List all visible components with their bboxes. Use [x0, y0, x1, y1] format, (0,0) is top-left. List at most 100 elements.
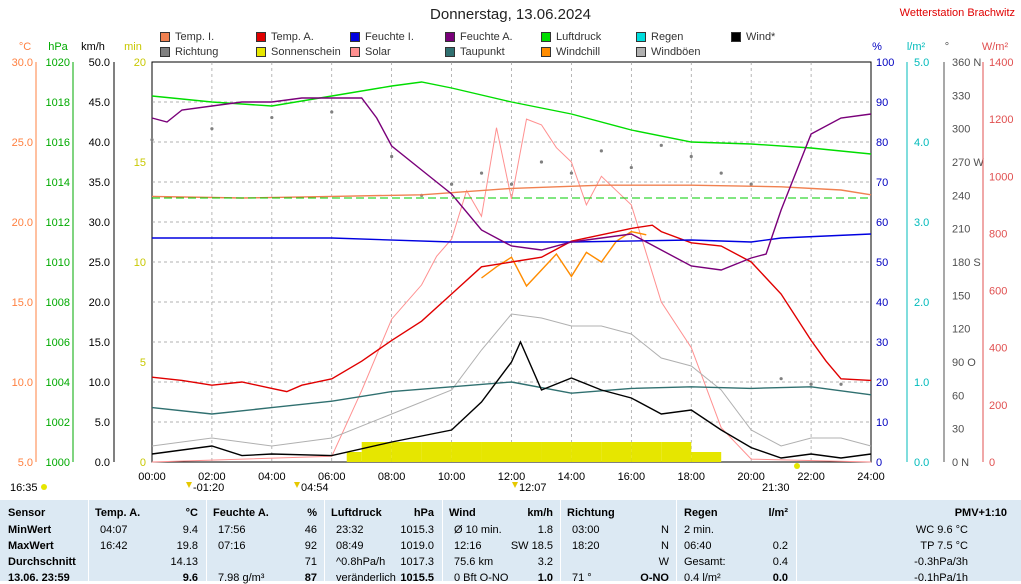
humidity-tick-label: 60: [876, 217, 888, 229]
rain-value: 0.4: [772, 556, 788, 568]
legend-item: Sonnenschein: [256, 45, 341, 59]
series-sonnenschein-bar: [481, 442, 512, 462]
time-tick-label: 22:00: [797, 471, 825, 483]
corner-dot: [41, 484, 47, 490]
series-richtung-point: [779, 377, 783, 381]
series-sonnenschein-bar: [571, 442, 602, 462]
series-temp-a-line: [151, 224, 872, 393]
pressure-tick-label: 1014: [46, 177, 70, 189]
direction-tick-label: 120: [952, 324, 970, 336]
series-sonnenschein-bar: [451, 442, 482, 462]
humidity-value: 71: [304, 556, 317, 568]
table-divider: [206, 500, 207, 581]
series-sonnenschein-bar: [541, 442, 572, 462]
wind-tick-label: 10.0: [89, 377, 110, 389]
humidity-time: 17:56: [218, 524, 246, 536]
humidity-tick-label: 30: [876, 337, 888, 349]
humidity-time: 7.98 g/m³: [218, 572, 265, 584]
sun-tick-label: 5: [140, 357, 146, 369]
sun-tick-label: 10: [134, 257, 146, 269]
header-pressure: Luftdruck: [331, 507, 382, 519]
sun-tick-label: 0: [140, 457, 146, 469]
solar-tick-label: 1400: [989, 57, 1013, 69]
sunset-marker-label: 04:54: [301, 482, 329, 494]
direction-tick-label: 270 W: [952, 157, 984, 169]
series-richtung-point: [330, 110, 334, 114]
header-pmv: PMV+1:10: [954, 507, 1007, 519]
series-richtung-point: [479, 171, 484, 175]
legend-item: Feuchte I.: [350, 30, 414, 44]
station-name: Wetterstation Brachwitz: [899, 7, 1015, 19]
wind-value: SW 18.5: [510, 540, 553, 552]
series-richtung-point: [210, 127, 214, 131]
time-tick-label: 20:00: [737, 471, 765, 483]
series-richtung-point: [270, 115, 274, 120]
series-sonnenschein-bar: [601, 442, 632, 462]
time-tick-label: 00:00: [138, 471, 166, 483]
row-label: Durchschnitt: [8, 556, 76, 568]
legend-swatch: [731, 32, 741, 42]
header-direction: Richtung: [567, 507, 615, 519]
temp-value: 14.13: [170, 556, 198, 568]
solar-tick-label: 1200: [989, 114, 1013, 126]
series-richtung-point: [509, 182, 514, 186]
legend-swatch: [445, 47, 455, 57]
series-wind-line: [151, 340, 872, 459]
noon-marker-arrow: [512, 482, 518, 488]
temp-tick-label: 30.0: [12, 57, 33, 69]
series-sonnenschein-bar: [391, 442, 422, 462]
series-richtung-point: [719, 171, 723, 175]
direction-tick-label: 60: [952, 390, 964, 402]
series-sonnenschein-bar: [346, 452, 362, 462]
header-rain-unit: l/m²: [768, 507, 788, 519]
legend-label: Temp. I.: [175, 31, 215, 43]
legend-label: Feuchte A.: [460, 31, 513, 43]
header-temp: Temp. A.: [95, 507, 141, 519]
legend-label: Regen: [651, 31, 684, 43]
header-sensor: Sensor: [8, 507, 46, 519]
series-sonnenschein-bar: [511, 442, 542, 462]
pressure-tick-label: 1004: [46, 377, 70, 389]
series-luftdruck-line: [151, 81, 872, 155]
series-sonnenschein-bar: [661, 442, 692, 462]
legend-swatch: [350, 32, 360, 42]
solar-tick-label: 0: [989, 457, 995, 469]
header-humidity-unit: %: [307, 507, 317, 519]
dusk-dot: [794, 463, 800, 469]
legend-item: Regen: [636, 30, 683, 44]
wind-tick-label: 30.0: [89, 217, 110, 229]
pressure-time: veränderlich: [336, 572, 396, 584]
legend-swatch: [636, 32, 646, 42]
solar-tick-label: 800: [989, 228, 1007, 240]
pressure-tick-label: 1000: [46, 457, 70, 469]
rain-label: Gesamt:: [684, 556, 726, 568]
legend-item: Solar: [350, 45, 391, 59]
rain-tick-label: 2.0: [914, 297, 929, 309]
series-richtung-point: [629, 165, 633, 170]
rain-axis-unit: l/m²: [907, 41, 926, 53]
temp-tick-label: 10.0: [12, 377, 33, 389]
time-tick-label: 18:00: [677, 471, 705, 483]
pressure-time: 08:49: [336, 540, 364, 552]
direction-tick-label: 300: [952, 124, 970, 136]
wind-tick-label: 15.0: [89, 337, 110, 349]
header-humidity: Feuchte A.: [213, 507, 269, 519]
table-divider: [560, 500, 561, 581]
rain-tick-label: 5.0: [914, 57, 929, 69]
legend-label: Taupunkt: [460, 46, 505, 58]
pressure-tick-label: 1006: [46, 337, 70, 349]
direction-tick-label: 180 S: [952, 257, 981, 269]
legend-item: Richtung: [160, 45, 218, 59]
time-tick-label: 04:00: [258, 471, 286, 483]
wind-tick-label: 25.0: [89, 257, 110, 269]
time-tick-label: 02:00: [198, 471, 226, 483]
wind-tick-label: 35.0: [89, 177, 110, 189]
legend-item: Windchill: [541, 45, 600, 59]
sunrise-marker-arrow: [186, 482, 192, 488]
time-tick-label: 10:00: [438, 471, 466, 483]
direction-value: N: [661, 540, 669, 552]
temp-value: 9.4: [182, 524, 198, 536]
temp-tick-label: 5.0: [18, 457, 33, 469]
rain-value: 0.0: [772, 572, 788, 584]
pmv-value: -0.1hPa/1h: [914, 572, 968, 584]
